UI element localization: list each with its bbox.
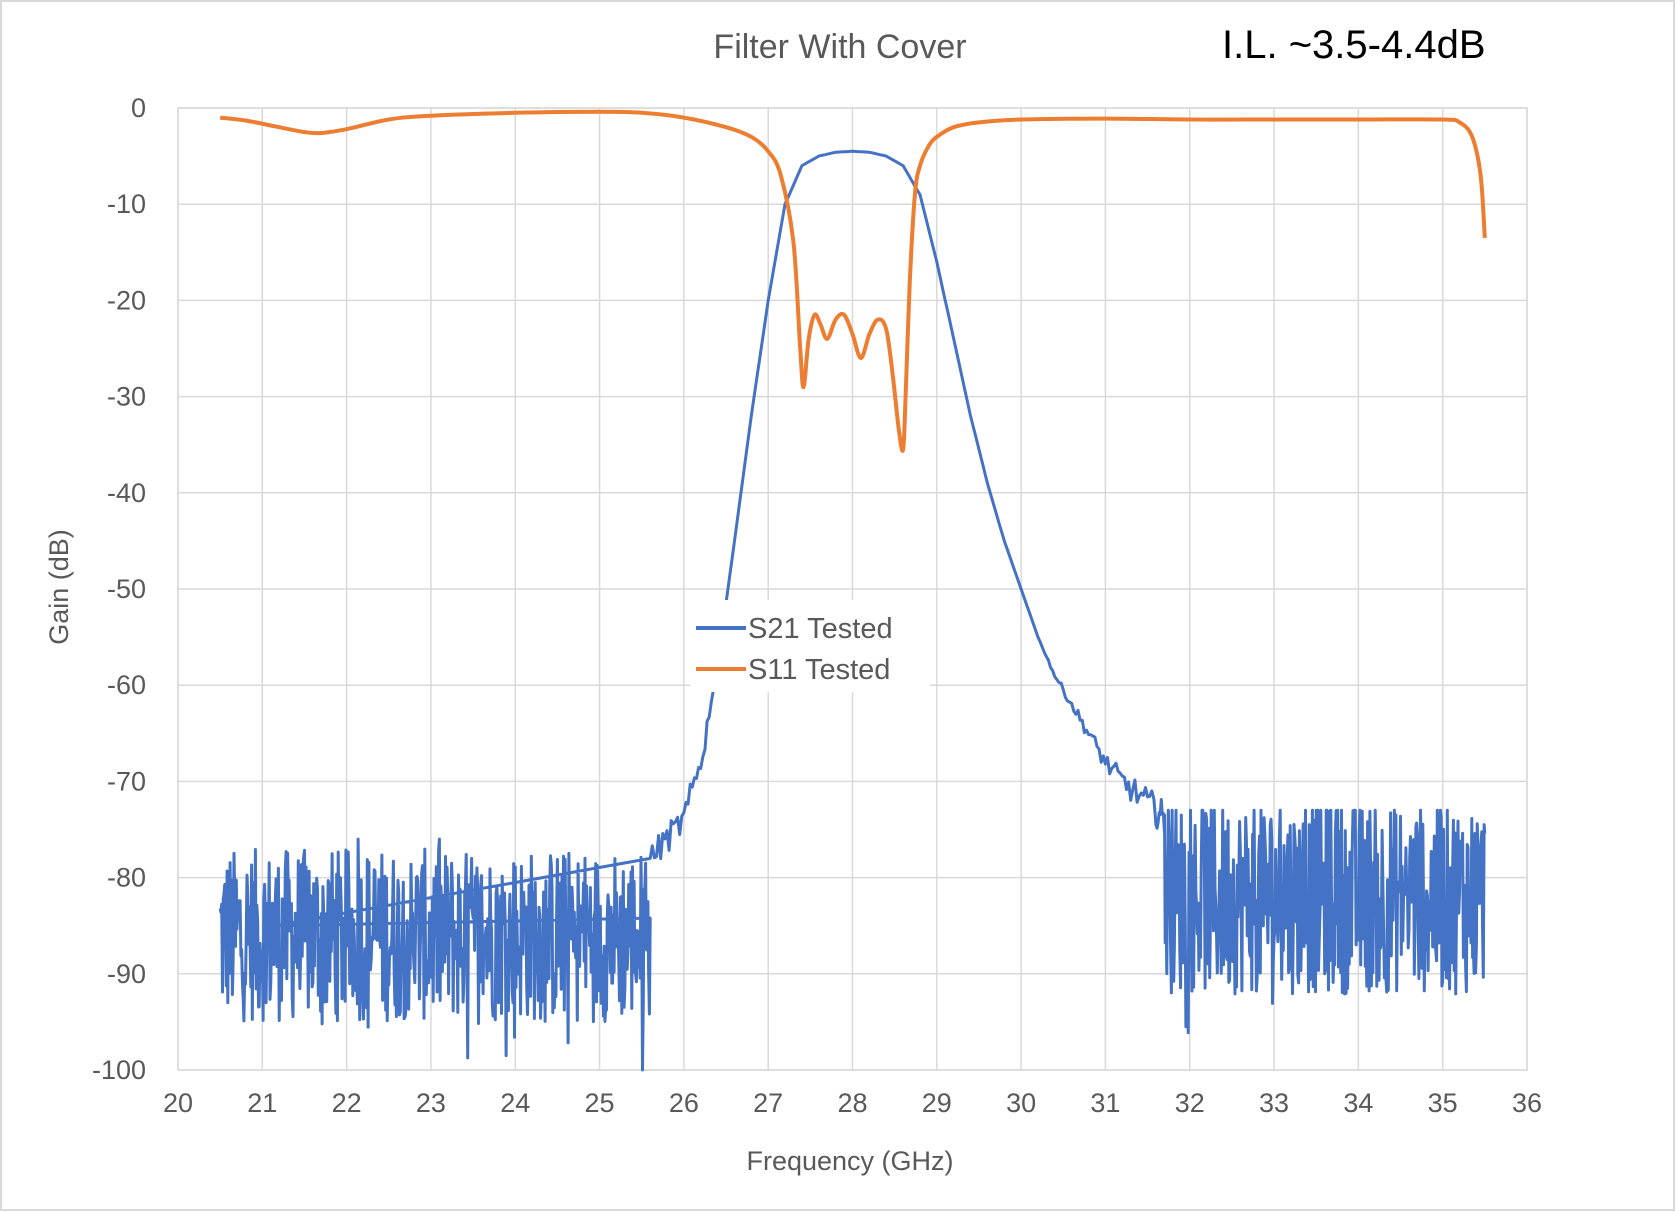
plot-area-border [177, 107, 1528, 1071]
y-tick-label: -50 [107, 574, 146, 604]
y-tick-label: -100 [92, 1055, 146, 1085]
y-tick-label: -70 [107, 766, 146, 796]
x-tick-label: 31 [1090, 1088, 1120, 1118]
x-tick-label: 20 [163, 1088, 193, 1118]
x-tick-label: 23 [416, 1088, 446, 1118]
y-tick-label: -90 [107, 959, 146, 989]
x-tick-label: 26 [669, 1088, 699, 1118]
y-tick-label: -40 [107, 478, 146, 508]
legend-background [690, 600, 930, 692]
chart-title: Filter With Cover [713, 28, 966, 66]
x-tick-label: 21 [247, 1088, 277, 1118]
y-tick-label: -60 [107, 670, 146, 700]
y-tick-label: -20 [107, 285, 146, 315]
legend-label-s21: S21 Tested [748, 613, 893, 645]
y-tick-label: -80 [107, 863, 146, 893]
x-tick-label: 36 [1512, 1088, 1542, 1118]
series-s11-line [219, 109, 1487, 453]
insertion-loss-annotation: I.L. ~3.5-4.4dB [1222, 23, 1486, 67]
x-tick-label: 25 [585, 1088, 615, 1118]
y-tick-label: -30 [107, 382, 146, 412]
x-tick-label: 35 [1428, 1088, 1458, 1118]
x-tick-label: 22 [332, 1088, 362, 1118]
x-tick-labels: 20 21 22 23 24 25 26 27 28 29 30 31 32 33 34 35 36 [163, 1088, 1542, 1118]
x-tick-label: 30 [1006, 1088, 1036, 1118]
plot-border [177, 107, 1528, 1071]
x-tick-label: 24 [500, 1088, 530, 1118]
x-tick-label: 32 [1175, 1088, 1205, 1118]
x-tick-label: 27 [753, 1088, 783, 1118]
y-tick-label: 0 [131, 93, 146, 123]
x-axis-label: Frequency (GHz) [746, 1146, 953, 1176]
x-tick-label: 33 [1259, 1088, 1289, 1118]
x-tick-label: 29 [922, 1088, 952, 1118]
y-tick-label: -10 [107, 189, 146, 219]
series-s21-line [218, 149, 1487, 1072]
legend-label-s11: S11 Tested [748, 654, 890, 686]
series-layer [218, 109, 1487, 1072]
x-tick-label: 34 [1343, 1088, 1373, 1118]
y-axis-label: Gain (dB) [44, 529, 74, 645]
x-tick-label: 28 [837, 1088, 867, 1118]
y-tick-labels: 0 -10 -20 -30 -40 -50 -60 -70 -80 -90 -100 [92, 93, 146, 1085]
legend: S21 Tested S11 Tested [690, 600, 930, 692]
